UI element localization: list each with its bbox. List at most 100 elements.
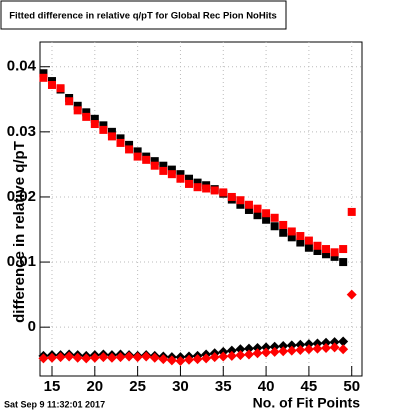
diamond-marker — [235, 350, 246, 361]
diamond-marker — [321, 337, 332, 348]
square-marker — [339, 245, 348, 254]
square-marker — [133, 152, 142, 161]
square-marker — [262, 215, 271, 224]
x-axis-label: No. of Fit Points — [253, 395, 361, 411]
square-marker — [270, 222, 279, 231]
square-marker — [125, 140, 134, 149]
square-marker — [219, 188, 228, 197]
diamond-marker — [132, 352, 143, 363]
diamond-marker — [329, 342, 340, 353]
title-box — [0, 0, 287, 30]
diamond-marker — [252, 343, 263, 354]
diamond-marker — [312, 343, 323, 354]
x-tick-label: 45 — [301, 378, 318, 395]
square-marker — [253, 211, 262, 220]
y-tick-label: 0.03 — [7, 123, 36, 140]
square-marker — [185, 174, 194, 183]
diamond-marker — [295, 339, 306, 350]
square-marker — [322, 250, 331, 259]
square-marker — [65, 97, 74, 106]
diamond-marker — [81, 353, 92, 364]
diamond-marker — [269, 341, 280, 352]
diamond-marker — [243, 349, 254, 360]
diamond-marker — [303, 339, 314, 350]
square-marker — [279, 220, 288, 229]
square-marker — [167, 165, 176, 174]
square-marker — [287, 227, 296, 236]
x-tick-label: 30 — [172, 378, 189, 395]
square-marker — [330, 248, 339, 257]
square-marker — [347, 207, 356, 216]
square-marker — [90, 114, 99, 123]
square-marker — [167, 170, 176, 179]
diamond-marker — [149, 352, 160, 363]
diamond-marker — [295, 344, 306, 355]
diamond-marker — [38, 353, 49, 364]
square-marker — [296, 232, 305, 241]
square-marker — [107, 127, 116, 136]
timestamp: Sat Sep 9 11:32:01 2017 — [4, 399, 105, 409]
square-marker — [116, 134, 125, 143]
x-tick-label: 25 — [129, 378, 146, 395]
plot-frame — [39, 41, 363, 377]
square-marker — [270, 213, 279, 222]
square-marker — [322, 245, 331, 254]
square-marker — [339, 258, 348, 267]
square-marker — [296, 238, 305, 247]
diamond-marker — [184, 354, 195, 365]
diamond-marker — [278, 341, 289, 352]
square-marker — [73, 101, 82, 110]
diamond-marker — [261, 342, 272, 353]
diamond-marker — [192, 354, 203, 365]
x-tick-label: 35 — [215, 378, 232, 395]
y-tick-label: 0.04 — [7, 58, 37, 75]
y-tick-label: 0.02 — [7, 188, 36, 205]
diamond-marker — [303, 344, 314, 355]
diamond-marker — [286, 345, 297, 356]
square-marker — [142, 155, 151, 164]
diamond-marker — [55, 352, 66, 363]
square-marker — [287, 233, 296, 242]
diamond-marker — [261, 347, 272, 358]
square-marker — [210, 186, 219, 195]
diamond-marker — [141, 351, 152, 362]
diamond-marker — [252, 348, 263, 359]
square-marker — [107, 132, 116, 141]
diamond-marker — [46, 352, 57, 363]
diamond-marker — [72, 352, 83, 363]
square-marker — [39, 69, 48, 78]
square-marker — [193, 178, 202, 187]
square-marker — [159, 166, 168, 175]
diamond-marker — [218, 351, 229, 362]
square-marker — [193, 183, 202, 192]
diamond-marker — [158, 354, 169, 365]
diamond-marker — [321, 343, 332, 354]
y-tick-label: 0 — [28, 318, 36, 335]
diamond-marker — [115, 352, 126, 363]
diamond-marker — [235, 344, 246, 355]
chart-title: Fitted difference in relative q/pT for G… — [9, 11, 277, 22]
square-marker — [304, 243, 313, 252]
square-marker — [90, 120, 99, 129]
x-tick-label: 15 — [44, 378, 61, 395]
square-marker — [236, 200, 245, 209]
square-marker — [99, 125, 108, 134]
diamond-marker — [278, 346, 289, 357]
diamond-marker — [346, 289, 357, 300]
square-marker — [133, 147, 142, 156]
square-marker — [279, 228, 288, 237]
square-marker — [47, 80, 56, 89]
diamond-marker — [226, 350, 237, 361]
y-tick-label: 0.01 — [7, 253, 36, 270]
square-marker — [244, 200, 253, 209]
square-marker — [125, 145, 134, 154]
diamond-marker — [124, 351, 135, 362]
square-marker — [253, 204, 262, 213]
square-marker — [82, 112, 91, 121]
square-marker — [244, 205, 253, 214]
diamond-marker — [106, 352, 117, 363]
square-marker — [227, 192, 236, 201]
square-marker — [313, 246, 322, 255]
